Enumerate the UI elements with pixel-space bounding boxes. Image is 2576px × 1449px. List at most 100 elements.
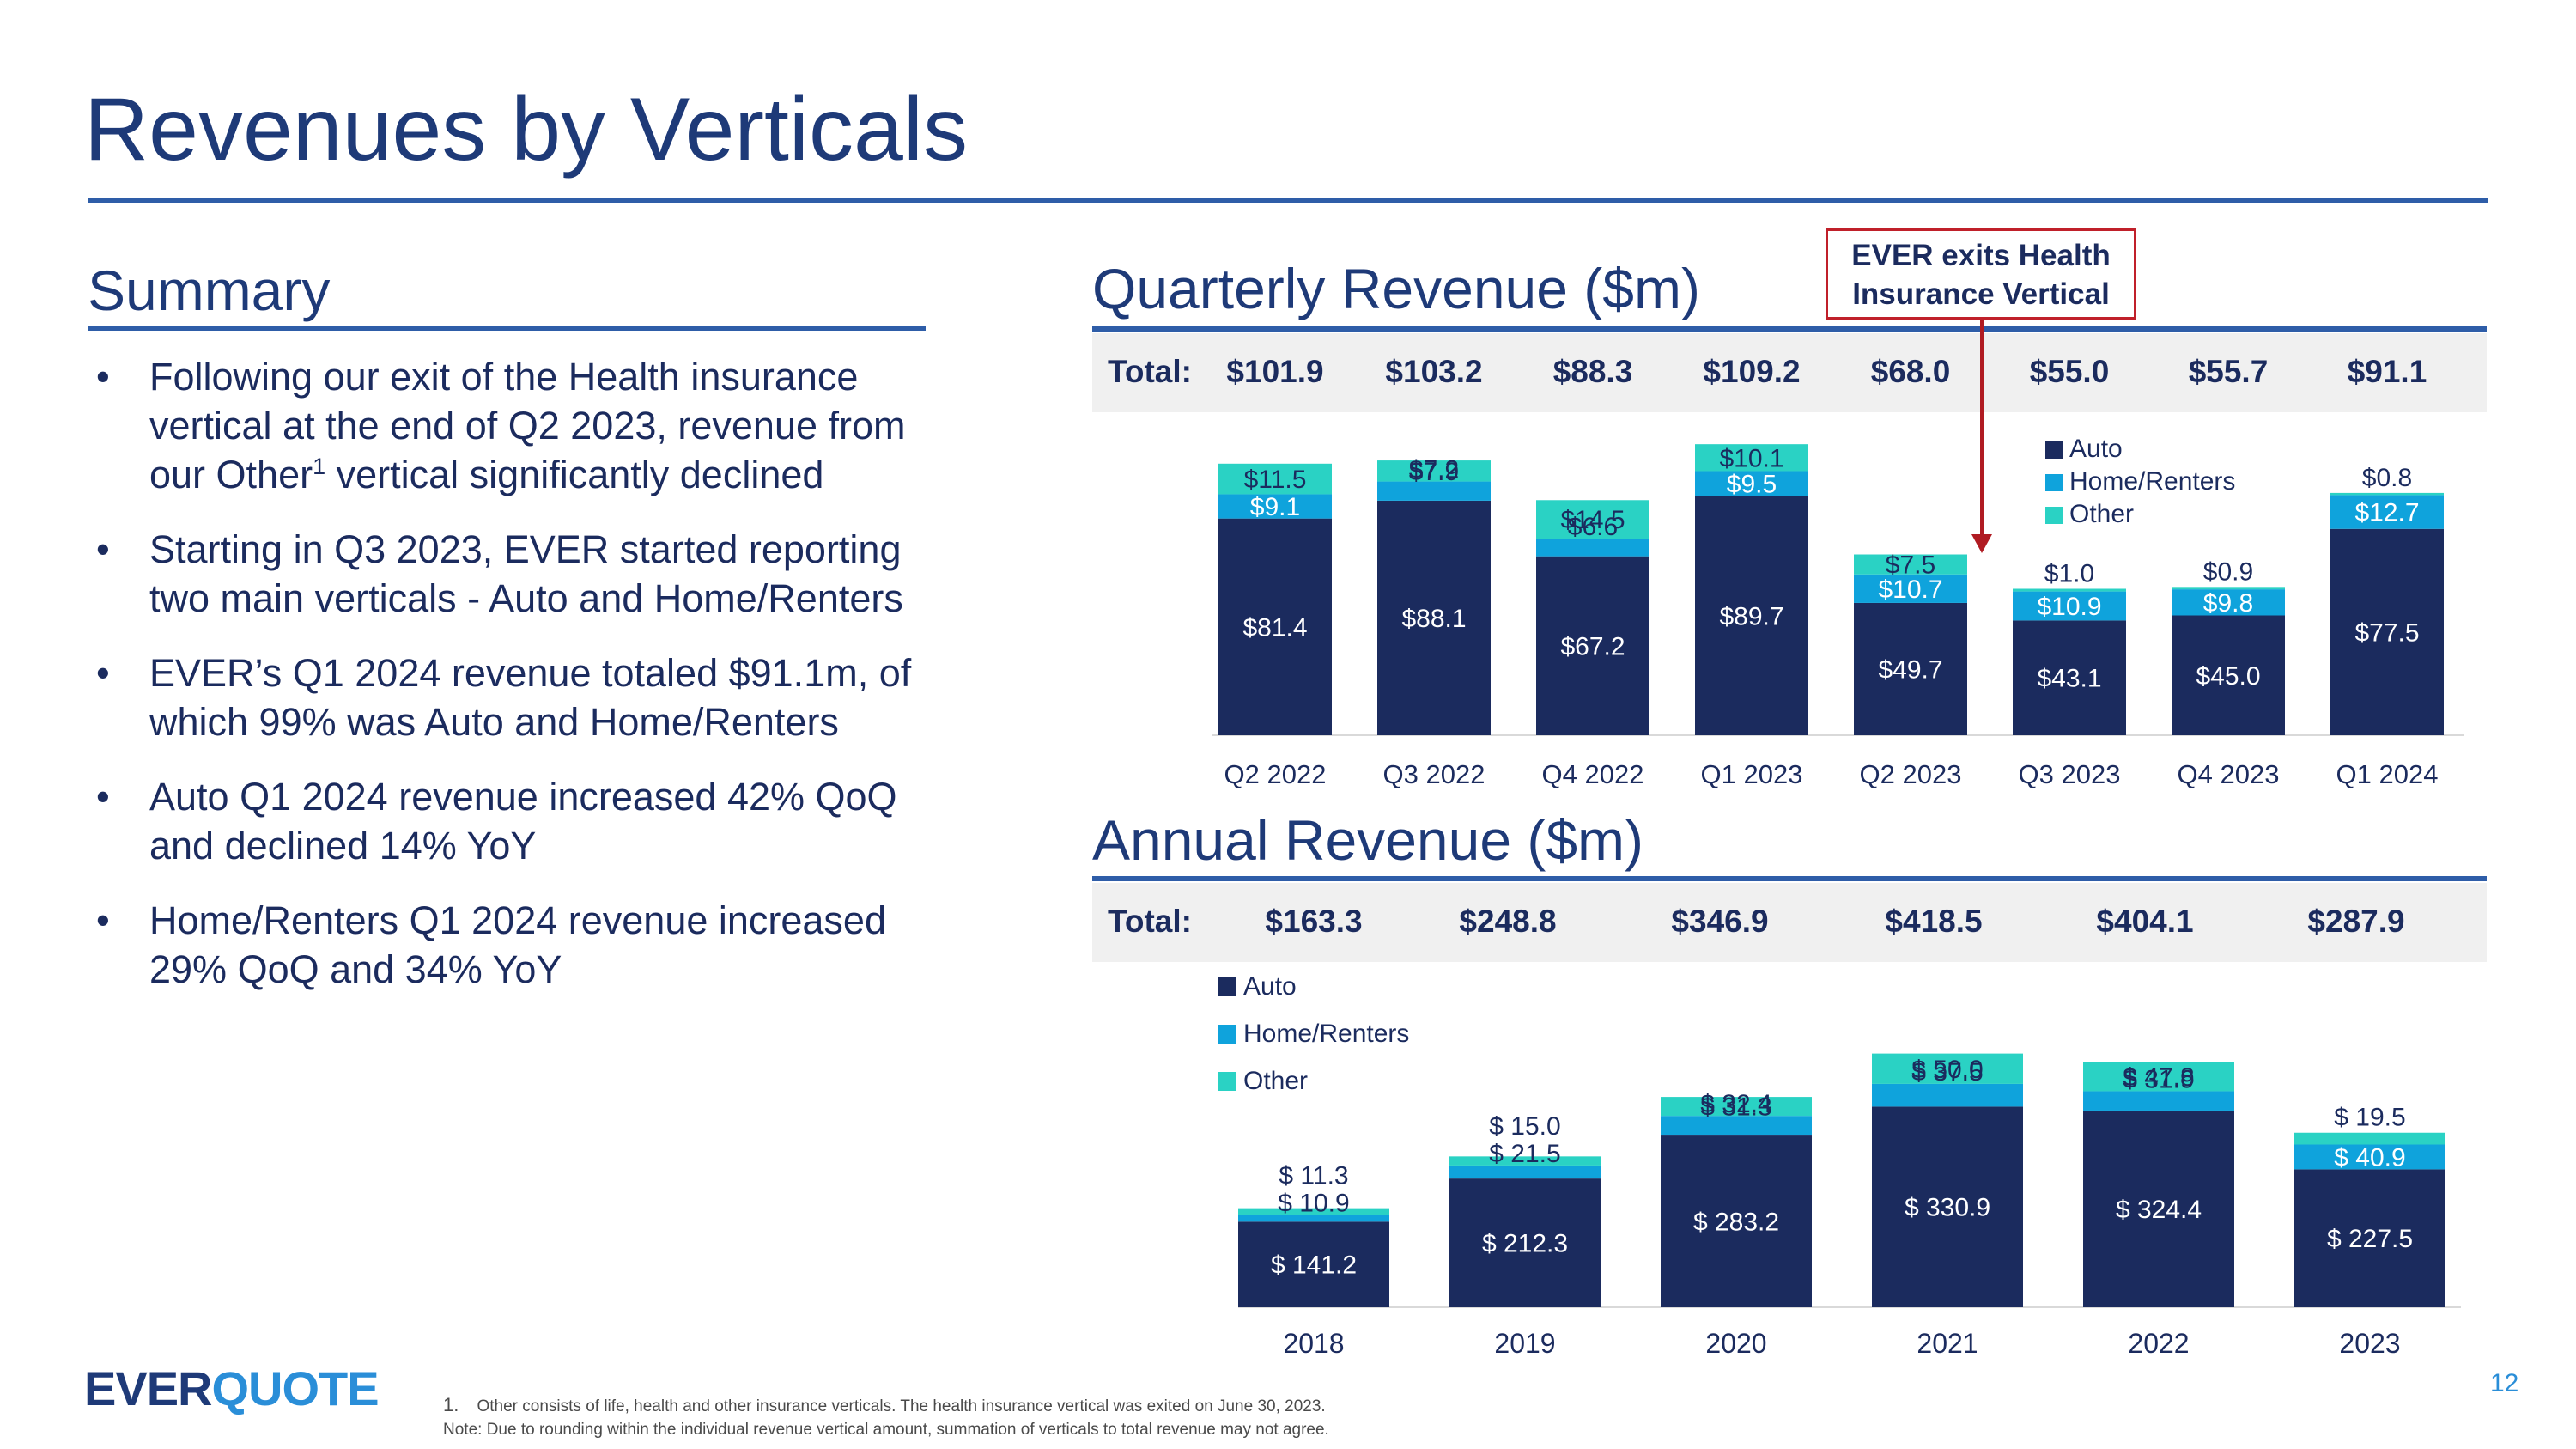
bar-segment-home xyxy=(2083,1091,2234,1111)
bar-segment-auto xyxy=(1695,496,1808,735)
data-label-auto: $88.1 xyxy=(1401,605,1466,633)
x-tick-label: Q4 2022 xyxy=(1542,759,1644,789)
x-tick-label: Q2 2022 xyxy=(1224,759,1327,789)
legend-swatch-auto xyxy=(2045,441,2063,459)
legend-label-other: Other xyxy=(1243,1067,1308,1095)
bar-segment-auto xyxy=(2013,620,2126,735)
x-tick-label: Q2 2023 xyxy=(1860,759,1962,789)
data-label-home: $12.7 xyxy=(2354,499,2419,527)
summary-heading: Summary xyxy=(88,259,331,322)
data-label-other: $ 15.0 xyxy=(1489,1112,1560,1141)
legend-swatch-other xyxy=(2045,507,2063,524)
data-label-auto: $ 330.9 xyxy=(1905,1194,1990,1222)
bar-segment-other xyxy=(2330,492,2444,496)
data-label-other: $11.5 xyxy=(1244,466,1307,494)
legend-label-auto: Auto xyxy=(2069,435,2123,463)
data-label-auto: $ 141.2 xyxy=(1271,1251,1357,1280)
annual-divider xyxy=(1092,876,2487,881)
summary-bullet: Auto Q1 2024 revenue increased 42% QoQ a… xyxy=(94,772,945,870)
legend-swatch-home xyxy=(1218,1025,1236,1044)
bar-segment-home xyxy=(1218,494,1332,519)
annual-total: $163.3 xyxy=(1265,904,1363,939)
bar-segment-home xyxy=(1449,1165,1601,1179)
data-label-auto: $ 283.2 xyxy=(1693,1209,1779,1237)
x-tick-label: 2019 xyxy=(1494,1328,1555,1359)
bar-segment-auto xyxy=(2294,1169,2445,1307)
data-label-home: $ 31.9 xyxy=(2123,1065,2194,1093)
bar-segment-home xyxy=(1377,481,1491,501)
data-label-other: $ 19.5 xyxy=(2334,1104,2405,1132)
data-label-home: $ 32.4 xyxy=(1700,1090,1771,1118)
data-label-other: $7.5 xyxy=(1886,551,1935,580)
annual-total: $287.9 xyxy=(2307,904,2405,939)
data-label-other: $14.5 xyxy=(1560,506,1625,534)
x-tick-label: Q4 2023 xyxy=(2178,759,2280,789)
data-label-other: $ 11.3 xyxy=(1279,1162,1348,1190)
quarterly-total: $109.2 xyxy=(1703,354,1801,389)
annual-total: $418.5 xyxy=(1885,904,1983,939)
x-tick-label: Q1 2024 xyxy=(2336,759,2439,789)
quarterly-chart-title: Quarterly Revenue ($m) xyxy=(1092,257,1700,320)
legend-label-home: Home/Renters xyxy=(2069,467,2235,496)
page-title: Revenues by Verticals xyxy=(84,80,968,180)
annual-totals-row: Total: $163.3 $248.8 $346.9 $418.5 $404.… xyxy=(1092,883,2487,962)
x-tick-label: 2023 xyxy=(2339,1328,2400,1359)
summary-divider xyxy=(88,326,926,331)
quarterly-total: $88.3 xyxy=(1552,354,1633,389)
bar-segment-auto xyxy=(1661,1135,1812,1307)
bar-segment-home xyxy=(1872,1083,2023,1107)
title-divider xyxy=(88,198,2488,203)
legend-label-home: Home/Renters xyxy=(1243,1020,1409,1048)
bar-segment-other xyxy=(2083,1062,2234,1092)
data-label-other: $0.8 xyxy=(2362,464,2412,492)
legend-swatch-other xyxy=(1218,1072,1236,1091)
everquote-logo: EVERQUOTE xyxy=(84,1361,380,1416)
data-label-home: $10.9 xyxy=(2037,593,2101,621)
bar-segment-other xyxy=(1536,500,1649,539)
x-tick-label: 2021 xyxy=(1917,1328,1978,1359)
data-label-auto: $49.7 xyxy=(1878,655,1942,684)
data-label-home: $9.1 xyxy=(1250,493,1300,521)
totals-label: Total: xyxy=(1108,904,1192,939)
data-label-home: $ 37.5 xyxy=(1911,1058,1983,1087)
footnote-text: Other consists of life, health and other… xyxy=(477,1397,1326,1416)
bar-segment-auto xyxy=(2330,528,2444,735)
summary-bullet: Following our exit of the Health insuran… xyxy=(94,352,945,499)
data-label-auto: $81.4 xyxy=(1242,613,1307,642)
quarterly-total: $103.2 xyxy=(1385,354,1483,389)
annual-chart-title: Annual Revenue ($m) xyxy=(1092,808,1644,872)
bar-segment-auto xyxy=(1218,518,1332,735)
quarterly-divider xyxy=(1092,326,2487,332)
annual-total: $248.8 xyxy=(1459,904,1557,939)
data-label-other: $ 47.8 xyxy=(2123,1063,2194,1092)
bar-segment-home xyxy=(2013,591,2126,621)
x-tick-label: Q1 2023 xyxy=(1701,759,1803,789)
data-label-home: $6.6 xyxy=(1568,513,1618,541)
callout-line: EVER exits Health xyxy=(1851,239,2111,272)
bar-segment-auto xyxy=(2172,615,2285,735)
data-label-auto: $43.1 xyxy=(2037,665,2101,693)
bar-segment-home xyxy=(2294,1144,2445,1170)
quarterly-total: $68.0 xyxy=(1870,354,1951,389)
data-label-other: $ 50.0 xyxy=(1911,1056,1983,1084)
bar-segment-home xyxy=(1238,1215,1389,1222)
footnotes: 1. Other consists of life, health and ot… xyxy=(443,1393,1329,1441)
summary-bullet: Starting in Q3 2023, EVER started report… xyxy=(94,525,945,623)
annual-total: $346.9 xyxy=(1671,904,1769,939)
bar-segment-other xyxy=(1854,554,1967,575)
summary-bullets: Following our exit of the Health insuran… xyxy=(94,352,945,1020)
bar-segment-other xyxy=(2172,587,2285,590)
data-label-other: $10.1 xyxy=(1719,444,1783,472)
bar-segment-home xyxy=(1536,539,1649,557)
legend-label-auto: Auto xyxy=(1243,972,1297,1001)
data-label-other: $0.9 xyxy=(2203,557,2253,586)
bar-segment-other xyxy=(2013,588,2126,592)
bar-segment-auto xyxy=(1377,500,1491,735)
bar-segment-other xyxy=(1449,1156,1601,1166)
bar-segment-home xyxy=(2330,495,2444,529)
data-label-home: $9.5 xyxy=(1727,471,1777,499)
data-label-other: $1.0 xyxy=(2044,560,2094,588)
bar-segment-auto xyxy=(1854,602,1967,735)
